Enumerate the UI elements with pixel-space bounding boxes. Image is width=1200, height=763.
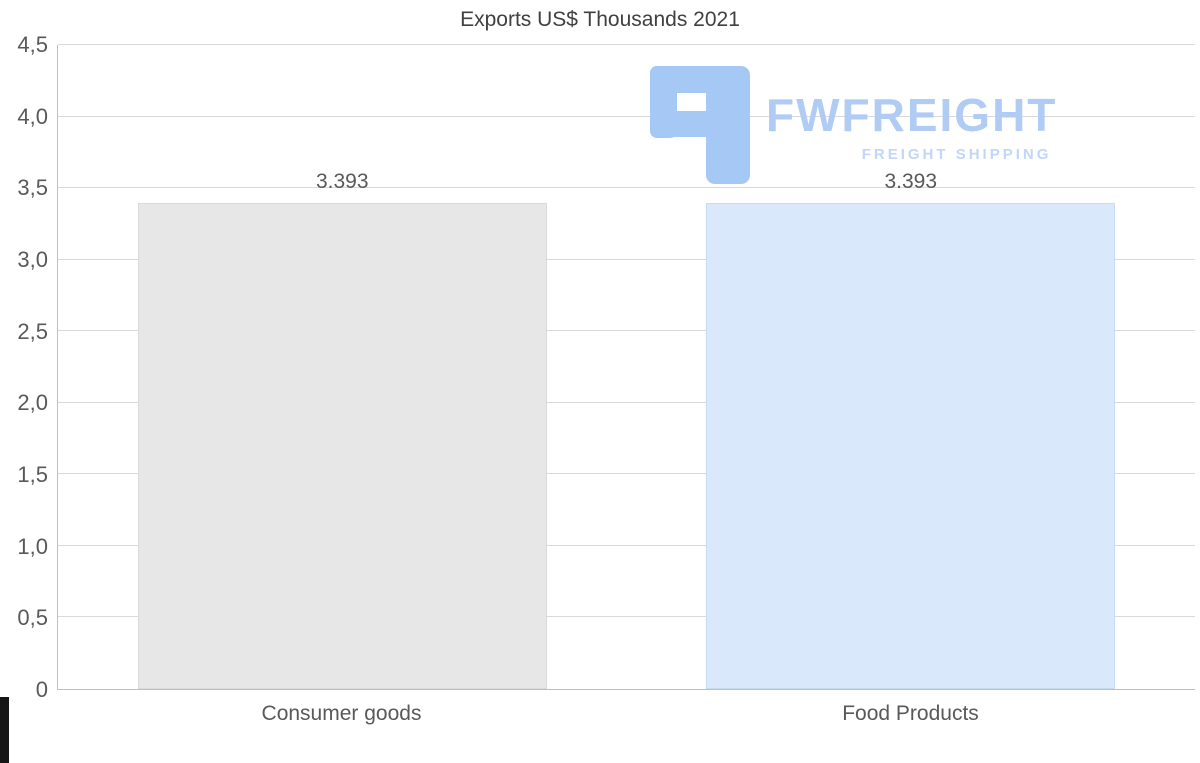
bar-value-label-food-products: 3.393	[884, 170, 938, 194]
y-axis-tick-label: 2,0	[17, 390, 48, 416]
x-axis-label-consumer-goods: Consumer goods	[261, 702, 422, 725]
gridline	[58, 187, 1195, 189]
y-axis-tick-label: 0,5	[17, 605, 48, 631]
gridline	[58, 616, 1195, 618]
y-axis-tick-label: 0	[35, 677, 48, 702]
y-axis-tick-label: 3,5	[17, 175, 48, 201]
bar-band-consumer-goods: 3.393	[58, 45, 627, 689]
y-axis-tick-label: 2,5	[17, 318, 48, 344]
y-axis-tick-label: 4,5	[17, 32, 48, 57]
bar-band-food-products: 3.393	[627, 45, 1196, 689]
x-axis-labels: Consumer goods Food Products	[57, 702, 1195, 732]
gridline	[58, 473, 1195, 475]
bar-consumer-goods	[137, 203, 547, 689]
gridline	[58, 401, 1195, 403]
chart-title: Exports US$ Thousands 2021	[460, 8, 740, 31]
gridline	[58, 115, 1195, 117]
y-axis-tick-label: 3,0	[17, 247, 48, 272]
bar-food-products	[706, 203, 1116, 689]
bar-value-label-consumer-goods: 3.393	[315, 170, 369, 194]
gridline	[58, 258, 1195, 260]
y-axis-tick-label: 1,5	[17, 462, 48, 487]
left-edge-strip	[0, 697, 9, 763]
y-axis-tick-label: 1,0	[17, 533, 48, 559]
plot-area: 3.393 3.393	[57, 44, 1196, 690]
gridline	[58, 544, 1195, 546]
y-axis-tick-labels: 0 0,5 1,0 1,5 2,0 2,5 3,0 3,5 4,0 4,5	[0, 34, 48, 701]
gridline	[58, 44, 1195, 45]
y-axis-tick-label: 4,0	[17, 103, 48, 129]
x-axis-label-food-products: Food Products	[842, 702, 979, 725]
gridline	[58, 330, 1195, 332]
